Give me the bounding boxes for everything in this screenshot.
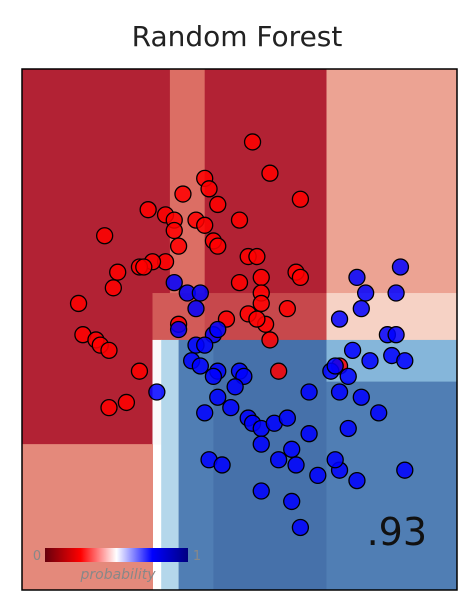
point-class-1 [396,352,414,370]
point-class-0 [139,201,157,219]
plot-frame [21,68,458,591]
point-class-0 [252,294,270,313]
point-class-1 [278,409,297,427]
point-class-1 [169,320,188,339]
point-class-1 [330,383,349,401]
point-class-0 [117,393,136,412]
decision-region [204,69,327,294]
point-class-0 [100,398,118,417]
point-class-1 [252,482,270,500]
colorbar-gradient [45,548,188,562]
point-class-0 [96,227,114,245]
point-class-0 [100,341,118,359]
point-class-0 [230,211,249,229]
colorbar-max-label: 1 [193,549,201,564]
point-class-1 [283,440,301,458]
decision-region [326,381,457,590]
point-class-0 [269,362,288,380]
point-class-0 [261,164,279,182]
point-class-1 [343,341,362,359]
point-class-0 [291,268,310,287]
colorbar: 0 1 probability [33,548,201,583]
point-class-1 [387,284,405,302]
point-class-1 [330,310,349,328]
point-class-1 [204,367,223,386]
point-class-1 [326,451,344,469]
point-class-0 [252,268,270,287]
point-class-1 [165,273,183,292]
point-class-1 [356,284,375,302]
point-class-0 [104,279,122,297]
point-class-1 [269,451,288,469]
point-class-1 [252,435,270,453]
point-class-1 [348,268,366,287]
point-class-1 [339,419,357,438]
point-class-0 [209,195,227,214]
point-class-1 [209,320,227,339]
point-class-1 [370,404,388,422]
point-class-1 [148,383,166,401]
point-class-1 [348,471,366,490]
point-class-0 [200,180,218,198]
decision-region [161,339,180,590]
point-class-1 [339,367,357,386]
point-class-1 [326,357,344,375]
point-class-1 [226,378,244,396]
point-class-0 [169,237,188,255]
point-class-0 [248,310,266,328]
point-class-0 [278,300,297,318]
point-class-0 [174,185,192,203]
point-class-0 [135,258,153,276]
point-class-0 [230,273,249,292]
point-class-0 [130,362,149,380]
data-points [69,133,414,537]
point-class-0 [165,221,183,240]
score-label: .93 [367,510,427,554]
point-class-0 [243,133,262,151]
point-class-1 [196,336,214,354]
decision-region [326,69,457,294]
point-class-1 [291,518,310,537]
decision-region [22,69,171,294]
point-class-0 [248,247,266,266]
point-class-1 [396,461,414,479]
point-class-0 [69,294,88,313]
point-class-1 [191,357,210,375]
point-class-1 [283,492,301,511]
point-class-1 [196,404,214,422]
point-class-1 [191,284,210,302]
point-class-1 [309,466,327,485]
colorbar-min-label: 0 [33,549,41,564]
decision-region [22,444,153,590]
point-class-1 [222,398,240,417]
point-class-0 [196,216,214,234]
point-class-1 [300,425,318,443]
point-class-0 [291,190,310,208]
point-class-1 [352,300,370,318]
point-class-1 [387,326,405,344]
point-class-1 [352,388,370,406]
point-class-1 [391,258,410,276]
point-class-0 [209,237,227,255]
chart-title: Random Forest [131,20,343,53]
point-class-1 [213,456,231,474]
point-class-0 [261,331,279,349]
point-class-1 [361,352,379,370]
point-class-1 [187,300,205,318]
point-class-1 [209,388,227,406]
point-class-1 [300,383,318,401]
point-class-0 [109,263,127,281]
point-class-1 [287,456,305,474]
colorbar-label: probability [79,567,156,583]
